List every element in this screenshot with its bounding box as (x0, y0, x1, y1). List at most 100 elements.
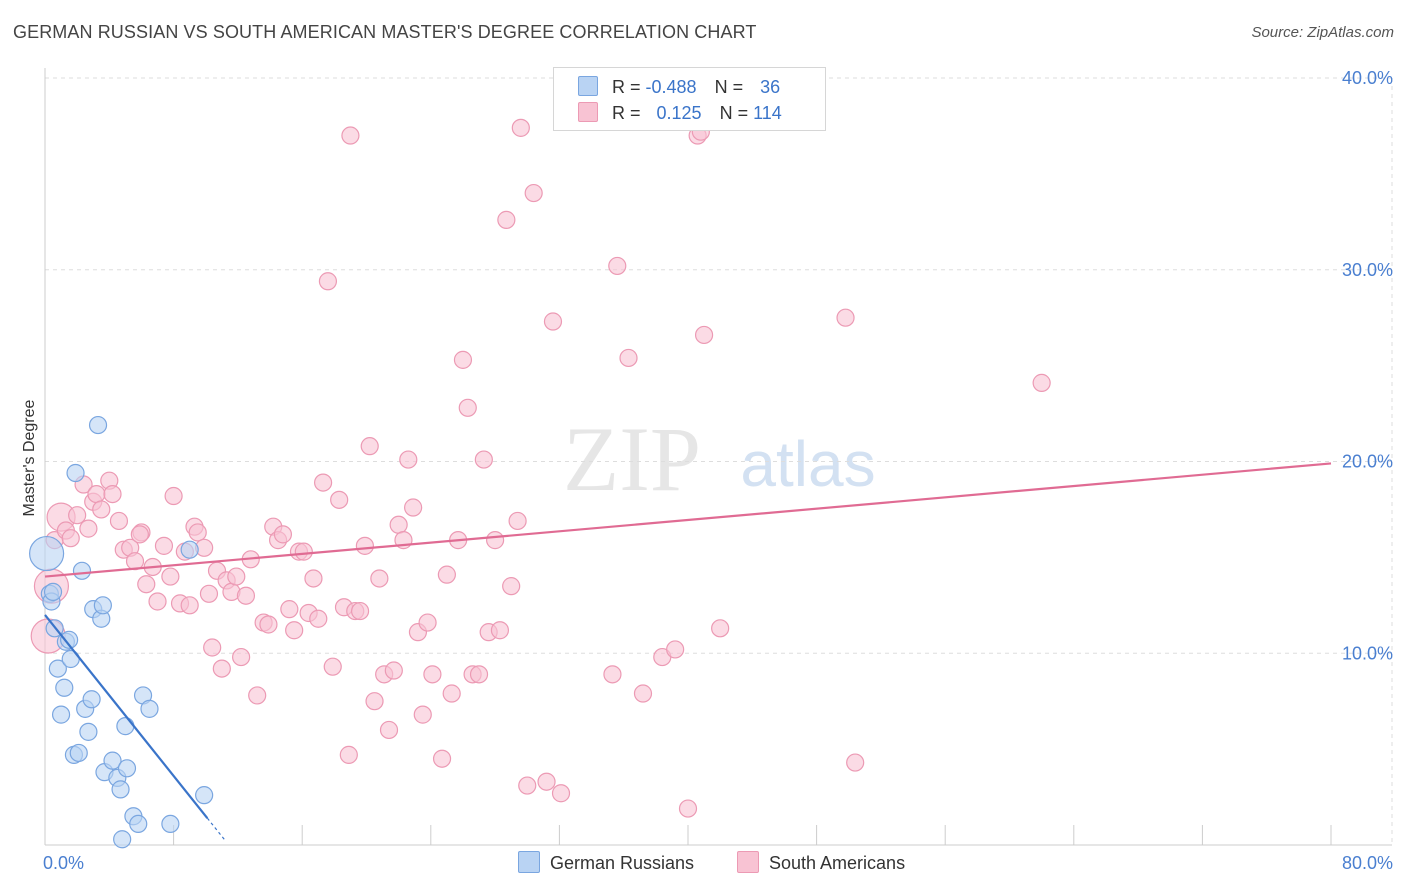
trend-lines (44, 462, 1332, 841)
watermark-zip: ZIP (563, 408, 701, 510)
x-tick-label: 80.0% (1342, 853, 1393, 873)
german-russians-point (72, 561, 92, 580)
chart-title: GERMAN RUSSIAN VS SOUTH AMERICAN MASTER'… (13, 22, 757, 42)
south-americans-point (92, 500, 111, 519)
german-russians-trend-line (44, 614, 209, 819)
german-russians-point (60, 630, 79, 649)
south-americans-point (355, 536, 374, 555)
south-americans-point (294, 542, 313, 561)
south-americans-point (543, 312, 563, 331)
south-americans-point (453, 350, 473, 369)
legend-n-label: N = (719, 103, 754, 123)
south-americans-point (524, 183, 543, 203)
german-russians-point (69, 743, 88, 763)
grid-lines (45, 77, 1393, 845)
south-americans-point (212, 659, 231, 678)
german-russians-point (29, 535, 65, 572)
german-russians-point (111, 780, 130, 799)
german-russians-point (88, 415, 108, 435)
south-americans-point (259, 615, 278, 634)
south-americans-point (633, 684, 653, 703)
german-russians-point (66, 463, 85, 483)
south-americans-point (1032, 373, 1051, 392)
legend-south-americans: South Americans (737, 851, 905, 874)
south-americans-point (273, 525, 293, 544)
south-americans-point (130, 525, 149, 544)
south-americans-point (137, 575, 156, 594)
y-tick-label: 30.0% (1342, 260, 1393, 280)
south-americans-point (711, 619, 730, 638)
south-americans-point (318, 272, 338, 291)
south-americans-point (404, 498, 423, 517)
south-americans-point (339, 745, 358, 764)
south-americans-point (68, 506, 87, 525)
correlation-legend: R = -0.488 N = 36 R = 0.125 N = 114 (553, 67, 826, 131)
south-americans-point (437, 565, 456, 584)
legend-row-german-russians: R = -0.488 N = 36 (578, 76, 780, 100)
y-tick-label: 40.0% (1342, 68, 1393, 88)
south-americans-point (360, 437, 379, 456)
south-americans-point (164, 486, 183, 506)
south-americans-point (502, 577, 521, 596)
south-americans-trend-line (44, 462, 1332, 578)
y-tick-label: 10.0% (1342, 643, 1393, 663)
south-americans-point (389, 515, 408, 534)
german-russians-point (161, 814, 180, 834)
south-americans-point (304, 569, 323, 588)
south-americans-point (474, 450, 493, 469)
south-americans-point (313, 473, 333, 492)
legend-label-german-russians: German Russians (550, 853, 695, 873)
south-americans-point (109, 511, 129, 531)
legend-r-value: -0.488 (645, 77, 697, 97)
pink-swatch (578, 102, 598, 122)
legend-german-russians: German Russians (518, 851, 694, 874)
legend-n-value: 114 (753, 103, 782, 123)
y-tick-label: 20.0% (1342, 452, 1393, 472)
south-americans-point (399, 450, 418, 469)
axes (44, 68, 1392, 846)
south-americans-point (608, 256, 627, 276)
south-americans-point (350, 601, 370, 621)
watermark: ZIP atlas (563, 408, 876, 510)
south-americans-point (236, 586, 256, 605)
south-americans-points (30, 118, 1051, 818)
south-americans-point (248, 686, 267, 705)
legend-r-value: 0.125 (656, 103, 702, 123)
south-americans-point (490, 621, 510, 640)
german-russians-points (29, 415, 214, 849)
south-americans-point (836, 308, 855, 327)
german-russians-point (195, 786, 214, 805)
south-americans-point (418, 613, 437, 632)
south-americans-point (423, 665, 442, 684)
german-russians-point (129, 814, 148, 834)
south-americans-point (365, 692, 384, 711)
south-americans-point (619, 348, 638, 368)
german-russians-point (116, 717, 135, 736)
south-americans-point (413, 705, 432, 724)
south-americans-point (61, 529, 80, 548)
south-americans-point (323, 657, 342, 676)
german-russians-point (117, 759, 137, 778)
south-americans-point (103, 484, 122, 504)
south-americans-point (469, 665, 489, 684)
south-americans-point (432, 749, 452, 768)
south-americans-point (199, 584, 219, 603)
south-americans-point (511, 118, 530, 137)
german-russians-point (43, 582, 63, 601)
south-americans-point (458, 398, 477, 417)
legend-n-value: 36 (760, 77, 781, 97)
german-russians-point (140, 699, 159, 718)
legend-n-label: N = (714, 77, 749, 97)
south-americans-point (280, 600, 299, 619)
german-russians-trend-extension (206, 817, 226, 841)
german-russians-point (82, 690, 101, 709)
south-americans-point (79, 519, 98, 538)
south-americans-point (330, 490, 349, 509)
legend-row-south-americans: R = 0.125 N = 114 (578, 102, 782, 126)
south-americans-point (154, 536, 174, 555)
south-americans-point (666, 640, 685, 659)
blue-swatch (578, 76, 598, 96)
south-americans-point (180, 596, 199, 615)
german-russians-point (48, 659, 67, 678)
